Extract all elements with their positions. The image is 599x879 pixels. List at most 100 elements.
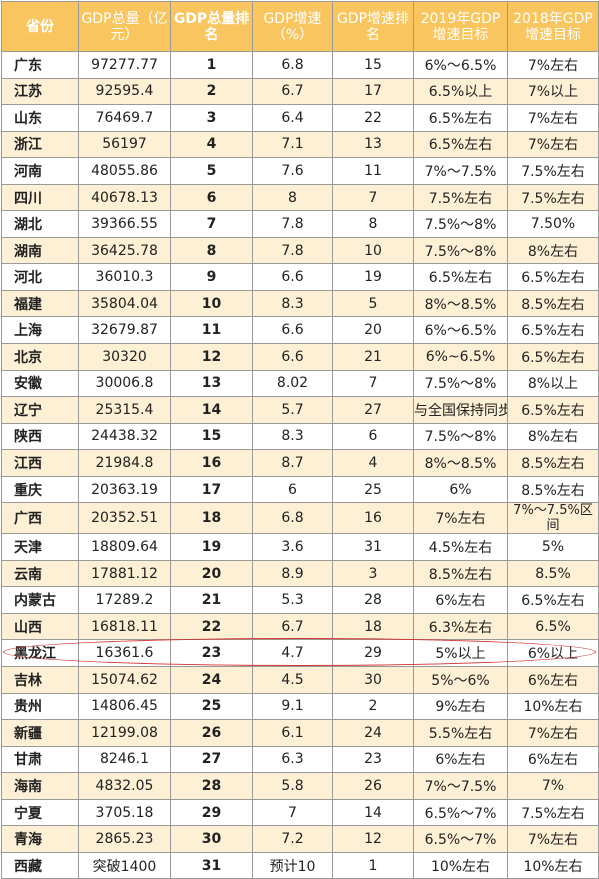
cell-gdp-growth: 6.8: [252, 51, 333, 79]
header-gdp-rank: GDP总量排名: [170, 1, 253, 52]
cell-gdp-rank: 25: [170, 692, 253, 721]
cell-target-2018: 7.5%左右: [507, 183, 599, 212]
table-row: 甘肃 8246.1 27 6.3 23 6%左右 6%左右: [1, 745, 599, 774]
cell-province: 辽宁: [1, 396, 79, 424]
cell-gdp-growth: 8.3: [252, 289, 333, 318]
cell-target-2018: 7.5%左右: [507, 798, 599, 827]
table-row: 海南 4832.05 28 5.8 26 7%～7.5% 7%: [1, 772, 599, 800]
cell-target-2019: 6.5%～7%: [413, 825, 508, 853]
cell-target-2019: 6%～6.5%: [413, 51, 508, 79]
table-row: 贵州 14806.45 25 9.1 2 9%左右 10%左右: [1, 692, 599, 721]
cell-growth-rank: 28: [332, 586, 414, 614]
cell-gdp-growth: 7: [252, 798, 333, 827]
cell-gdp-rank: 11: [170, 316, 253, 345]
cell-gdp-total: 92595.4: [78, 77, 171, 106]
cell-gdp-rank: 21: [170, 586, 253, 614]
cell-gdp-growth: 6.8: [252, 502, 333, 535]
cell-growth-rank: 22: [332, 104, 414, 132]
cell-gdp-total: 4832.05: [78, 772, 171, 800]
cell-growth-rank: 17: [332, 77, 414, 106]
cell-province: 吉林: [1, 666, 79, 694]
cell-growth-rank: 14: [332, 798, 414, 827]
cell-gdp-growth: 8.02: [252, 369, 333, 398]
cell-target-2018: 6%左右: [507, 745, 599, 774]
cell-target-2019: 5.5%左右: [413, 719, 508, 747]
cell-gdp-rank: 8: [170, 236, 253, 265]
cell-gdp-growth: 6.4: [252, 104, 333, 132]
cell-target-2018: 8%左右: [507, 422, 599, 451]
cell-gdp-growth: 6.7: [252, 77, 333, 106]
cell-gdp-growth: 6.6: [252, 263, 333, 291]
cell-target-2019: 7%～7.5%: [413, 772, 508, 800]
cell-gdp-total: 17289.2: [78, 586, 171, 614]
table-row: 青海 2865.23 30 7.2 12 6.5%～7% 7%左右: [1, 825, 599, 853]
cell-province: 广东: [1, 51, 79, 79]
cell-province: 江苏: [1, 77, 79, 106]
cell-target-2019: 5%～6%: [413, 666, 508, 694]
cell-target-2019: 8%～8.5%: [413, 289, 508, 318]
cell-gdp-rank: 16: [170, 449, 253, 477]
table-row: 浙江 56197 4 7.1 13 6.5%左右 7%左右: [1, 130, 599, 159]
cell-target-2018: 7%左右: [507, 104, 599, 132]
cell-gdp-growth: 9.1: [252, 692, 333, 721]
table-row: 河北 36010.3 9 6.6 19 6.5%左右 6.5%左右: [1, 263, 599, 291]
table-row: 云南 17881.12 20 8.9 3 8.5%左右 8.5%: [1, 559, 599, 588]
cell-target-2018: 8%以上: [507, 369, 599, 398]
cell-growth-rank: 4: [332, 449, 414, 477]
cell-gdp-growth: 5.8: [252, 772, 333, 800]
cell-target-2018: 6.5%: [507, 612, 599, 641]
cell-gdp-rank: 12: [170, 343, 253, 371]
cell-province: 北京: [1, 343, 79, 371]
cell-gdp-growth: 8: [252, 183, 333, 212]
cell-target-2018: 6%左右: [507, 666, 599, 694]
cell-gdp-total: 36425.78: [78, 236, 171, 265]
cell-province: 河南: [1, 157, 79, 185]
cell-target-2018: 8.5%: [507, 559, 599, 588]
cell-gdp-growth: 7.2: [252, 825, 333, 853]
cell-target-2018: 7%左右: [507, 825, 599, 853]
cell-province: 陕西: [1, 422, 79, 451]
table-row: 湖北 39366.55 7 7.8 8 7.5%～8% 7.50%: [1, 210, 599, 238]
cell-target-2019: 6%左右: [413, 586, 508, 614]
header-row: 省份 GDP总量（亿元） GDP总量排名 GDP增速（%） GDP增速排名 20…: [1, 1, 599, 52]
table-row: 辽宁 25315.4 14 5.7 27 与全国保持同步 6.5%左右: [1, 396, 599, 424]
cell-gdp-growth: 7.1: [252, 130, 333, 159]
cell-growth-rank: 23: [332, 745, 414, 774]
table-row: 广西 20352.51 18 6.8 16 7%左右 7%～7.5%区间: [1, 502, 599, 535]
table-row: 四川 40678.13 6 8 7 7.5%左右 7.5%左右: [1, 183, 599, 212]
table-body: 广东 97277.77 1 6.8 15 6%～6.5% 7%左右 江苏 92595.4 2 6.7…: [1, 51, 599, 879]
table-row: 广东 97277.77 1 6.8 15 6%～6.5% 7%左右: [1, 51, 599, 79]
cell-province: 四川: [1, 183, 79, 212]
cell-target-2018: 6.5%左右: [507, 316, 599, 345]
cell-target-2018: 7%左右: [507, 719, 599, 747]
cell-gdp-rank: 18: [170, 502, 253, 535]
cell-gdp-total: 32679.87: [78, 316, 171, 345]
cell-target-2018: 7%左右: [507, 51, 599, 79]
cell-growth-rank: 15: [332, 51, 414, 79]
header-gdp-growth: GDP增速（%）: [252, 1, 333, 52]
cell-gdp-growth: 6.1: [252, 719, 333, 747]
cell-gdp-total: 30006.8: [78, 369, 171, 398]
cell-province: 浙江: [1, 130, 79, 159]
cell-gdp-growth: 8.9: [252, 559, 333, 588]
table-row: 内蒙古 17289.2 21 5.3 28 6%左右 6.5%左右: [1, 586, 599, 614]
cell-target-2019: 6.5%左右: [413, 130, 508, 159]
cell-gdp-total: 39366.55: [78, 210, 171, 238]
cell-growth-rank: 8: [332, 210, 414, 238]
cell-gdp-rank: 24: [170, 666, 253, 694]
cell-gdp-growth: 7.6: [252, 157, 333, 185]
cell-gdp-total: 2865.23: [78, 825, 171, 853]
cell-province: 宁夏: [1, 798, 79, 827]
cell-growth-rank: 25: [332, 475, 414, 504]
cell-province: 新疆: [1, 719, 79, 747]
table-row: 江苏 92595.4 2 6.7 17 6.5%以上 7%以上: [1, 77, 599, 106]
cell-gdp-rank: 31: [170, 851, 253, 879]
cell-province: 黑龙江: [1, 639, 79, 668]
cell-gdp-total: 48055.86: [78, 157, 171, 185]
cell-province: 安徽: [1, 369, 79, 398]
cell-gdp-total: 12199.08: [78, 719, 171, 747]
cell-gdp-total: 15074.62: [78, 666, 171, 694]
cell-growth-rank: 16: [332, 502, 414, 535]
cell-target-2019: 6.5%左右: [413, 263, 508, 291]
cell-gdp-growth: 6.7: [252, 612, 333, 641]
